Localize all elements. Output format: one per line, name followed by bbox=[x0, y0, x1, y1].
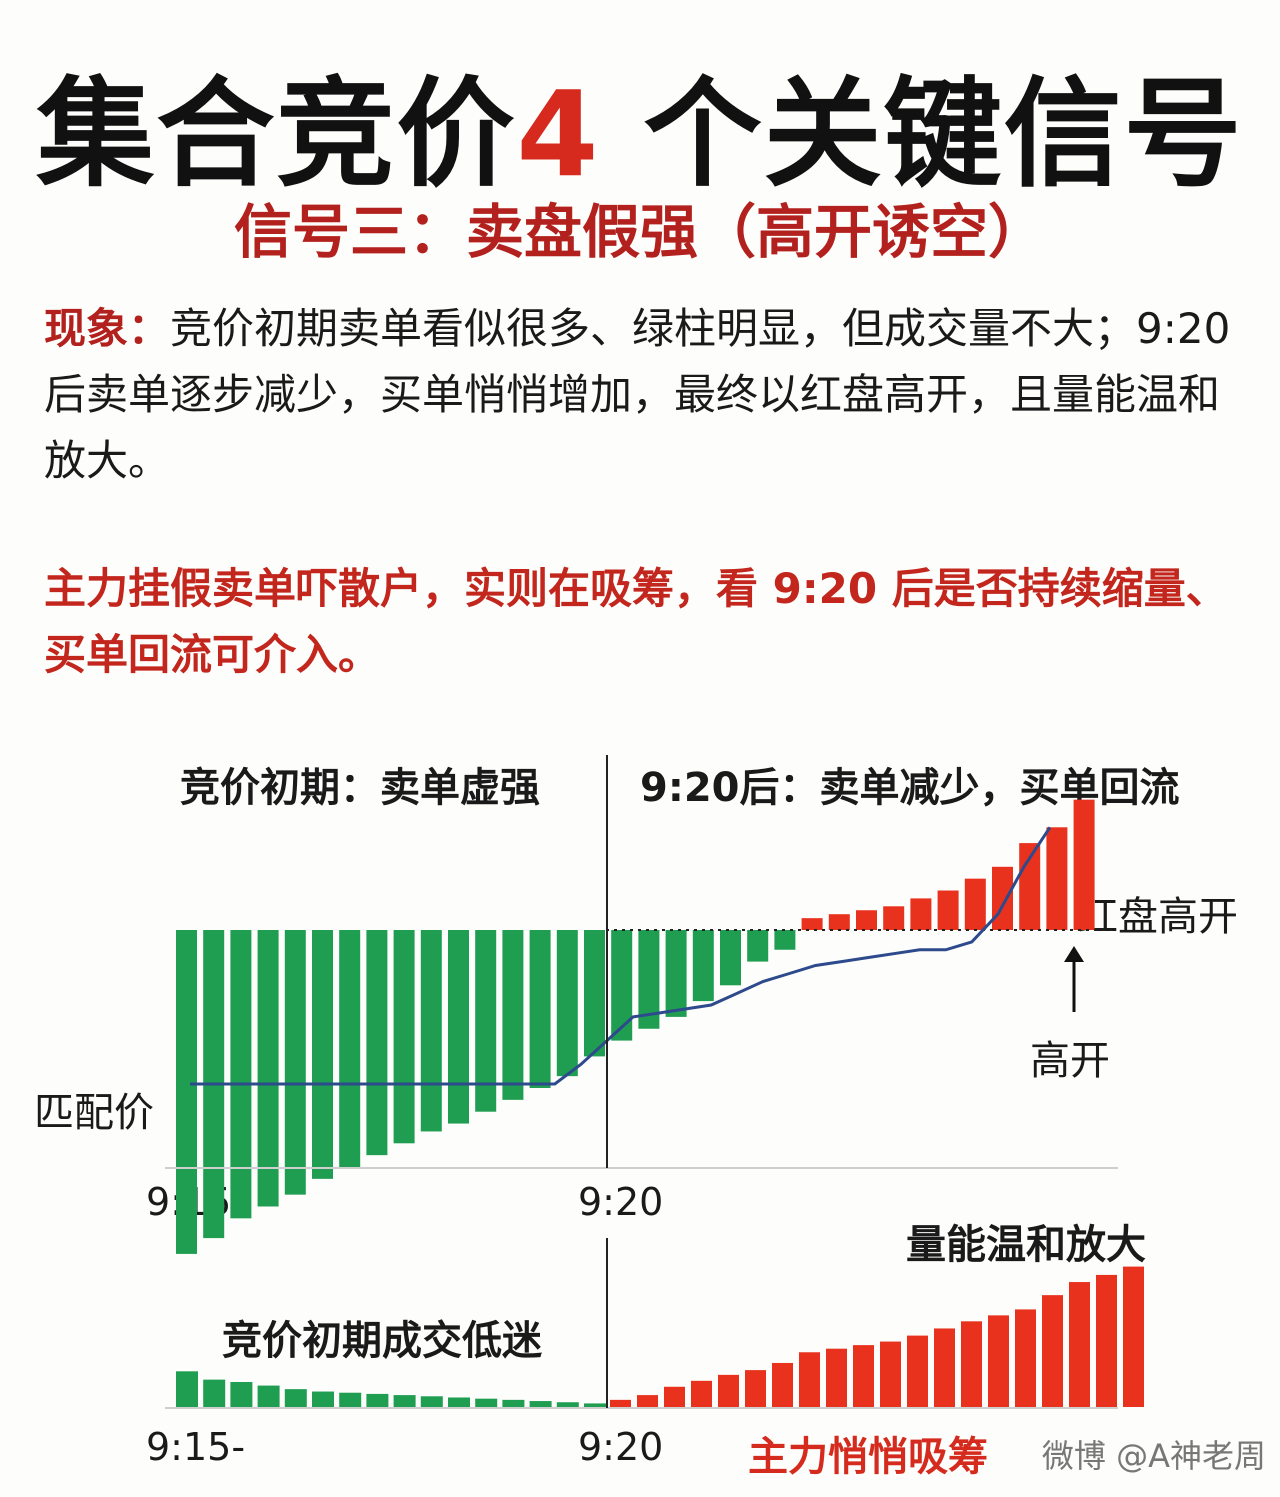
sell-bar bbox=[502, 930, 524, 1100]
chart-left-label: 竞价初期：卖单虚强 bbox=[180, 765, 540, 811]
volume-bar-green bbox=[475, 1398, 498, 1407]
phenomenon-paragraph: 现象：竞价初期卖单看似很多、绿柱明显，但成交量不大；9:20 后卖单逐步减少，买… bbox=[44, 296, 1244, 494]
volume-bar-red bbox=[691, 1380, 712, 1407]
sell-bar bbox=[692, 930, 714, 1002]
volume-bar-red bbox=[988, 1315, 1009, 1407]
sell-bar bbox=[420, 930, 442, 1132]
sell-bar bbox=[448, 930, 469, 1124]
volume-bar-green bbox=[312, 1391, 334, 1407]
volume-bar-red bbox=[961, 1321, 982, 1407]
volume-bar-green bbox=[584, 1403, 606, 1407]
volume-bar-red bbox=[664, 1386, 685, 1407]
volume-bar-green bbox=[339, 1392, 362, 1407]
sell-bar bbox=[665, 930, 687, 1017]
x-tick-label: 9:20 bbox=[578, 1180, 664, 1224]
phenomenon-body: 竞价初期卖单看似很多、绿柱明显，但成交量不大；9:20 后卖单逐步减少，买单悄悄… bbox=[44, 304, 1231, 485]
volume-bar-red bbox=[610, 1399, 631, 1407]
buy-bar bbox=[1046, 827, 1068, 930]
buy-bar bbox=[856, 910, 877, 930]
volume-bar-red bbox=[799, 1352, 820, 1407]
volume-bar-red bbox=[1069, 1282, 1090, 1407]
sell-bar bbox=[393, 930, 415, 1144]
volume-bar-green bbox=[203, 1379, 226, 1407]
volume-bar-green bbox=[448, 1397, 470, 1407]
sell-bar bbox=[339, 930, 361, 1167]
sell-bar bbox=[366, 930, 388, 1156]
up-arrow-head bbox=[1064, 946, 1084, 962]
buy-bar bbox=[910, 898, 932, 930]
volume-bar-red bbox=[934, 1328, 955, 1407]
buy-bar bbox=[828, 914, 850, 930]
buy-bar bbox=[883, 906, 905, 930]
sell-bar bbox=[611, 930, 633, 1041]
phenomenon-lead: 现象： bbox=[44, 304, 171, 353]
conclusion-paragraph: 主力挂假卖单吓散户，实则在吸筹，看 9:20 后是否持续缩量、买单回流可介入。 bbox=[44, 564, 1228, 679]
volume-bar-green bbox=[420, 1396, 443, 1407]
volume-bar-red bbox=[718, 1374, 739, 1407]
annotation-high-open: 高开 bbox=[1030, 1038, 1110, 1084]
annotation-red-open: 红盘高开 bbox=[1078, 894, 1238, 940]
volume-bar-green bbox=[393, 1395, 416, 1407]
watermark: 微博 @A神老周 bbox=[1041, 1437, 1266, 1475]
volume-bar-red bbox=[1123, 1266, 1144, 1407]
volume-bar-green bbox=[230, 1382, 253, 1407]
sell-bar bbox=[584, 930, 605, 1057]
volume-bar-red bbox=[907, 1335, 928, 1407]
volume-bar-green bbox=[529, 1401, 552, 1407]
sell-bar bbox=[176, 930, 197, 1254]
volume-bar-red bbox=[1096, 1274, 1117, 1407]
volume-bar-red bbox=[745, 1370, 766, 1407]
volume-bar-red bbox=[880, 1341, 901, 1407]
volume-bar-red bbox=[826, 1348, 847, 1407]
sell-bar bbox=[529, 930, 551, 1088]
x-tick-label: 9:20 bbox=[578, 1425, 664, 1469]
volume-bar-red bbox=[853, 1345, 874, 1407]
buy-bar bbox=[937, 890, 959, 930]
volume-bar-red bbox=[1015, 1309, 1036, 1407]
sell-bar bbox=[638, 930, 660, 1029]
volume-low-label: 竞价初期成交低迷 bbox=[222, 1318, 542, 1364]
page-subtitle: 信号三：卖盘假强（高开诱空） bbox=[233, 198, 1046, 266]
sell-bar bbox=[312, 930, 333, 1179]
volume-bar-red bbox=[772, 1362, 793, 1407]
buy-bar bbox=[801, 918, 823, 930]
sell-bar bbox=[257, 930, 279, 1207]
sell-bar bbox=[230, 930, 252, 1219]
accumulation-label: 主力悄悄吸筹 bbox=[748, 1434, 988, 1480]
x-tick-label: 9:15- bbox=[146, 1425, 246, 1469]
page-title: 集合竞价4 个关键信号 bbox=[36, 65, 1244, 203]
sell-bar bbox=[747, 930, 769, 962]
buy-bar bbox=[992, 866, 1013, 930]
volume-bar-green bbox=[176, 1371, 198, 1407]
volume-bar-green bbox=[366, 1393, 389, 1407]
volume-bar-red bbox=[637, 1395, 658, 1407]
y-axis-label: 匹配价 bbox=[34, 1090, 154, 1136]
volume-bar-red bbox=[1042, 1295, 1063, 1407]
sell-bar bbox=[556, 930, 578, 1077]
buy-bar bbox=[1073, 799, 1095, 930]
match-price-line bbox=[190, 826, 1052, 1086]
sell-bar bbox=[284, 930, 306, 1195]
volume-bar-green bbox=[257, 1385, 280, 1407]
volume-bar-green bbox=[556, 1402, 579, 1407]
volume-bar-green bbox=[502, 1399, 525, 1407]
sell-bar bbox=[774, 930, 796, 950]
sell-bar bbox=[475, 930, 497, 1112]
volume-bar-green bbox=[284, 1389, 307, 1407]
buy-bar bbox=[964, 878, 986, 930]
sell-bar bbox=[720, 930, 741, 986]
volume-expand-label: 量能温和放大 bbox=[906, 1222, 1146, 1268]
